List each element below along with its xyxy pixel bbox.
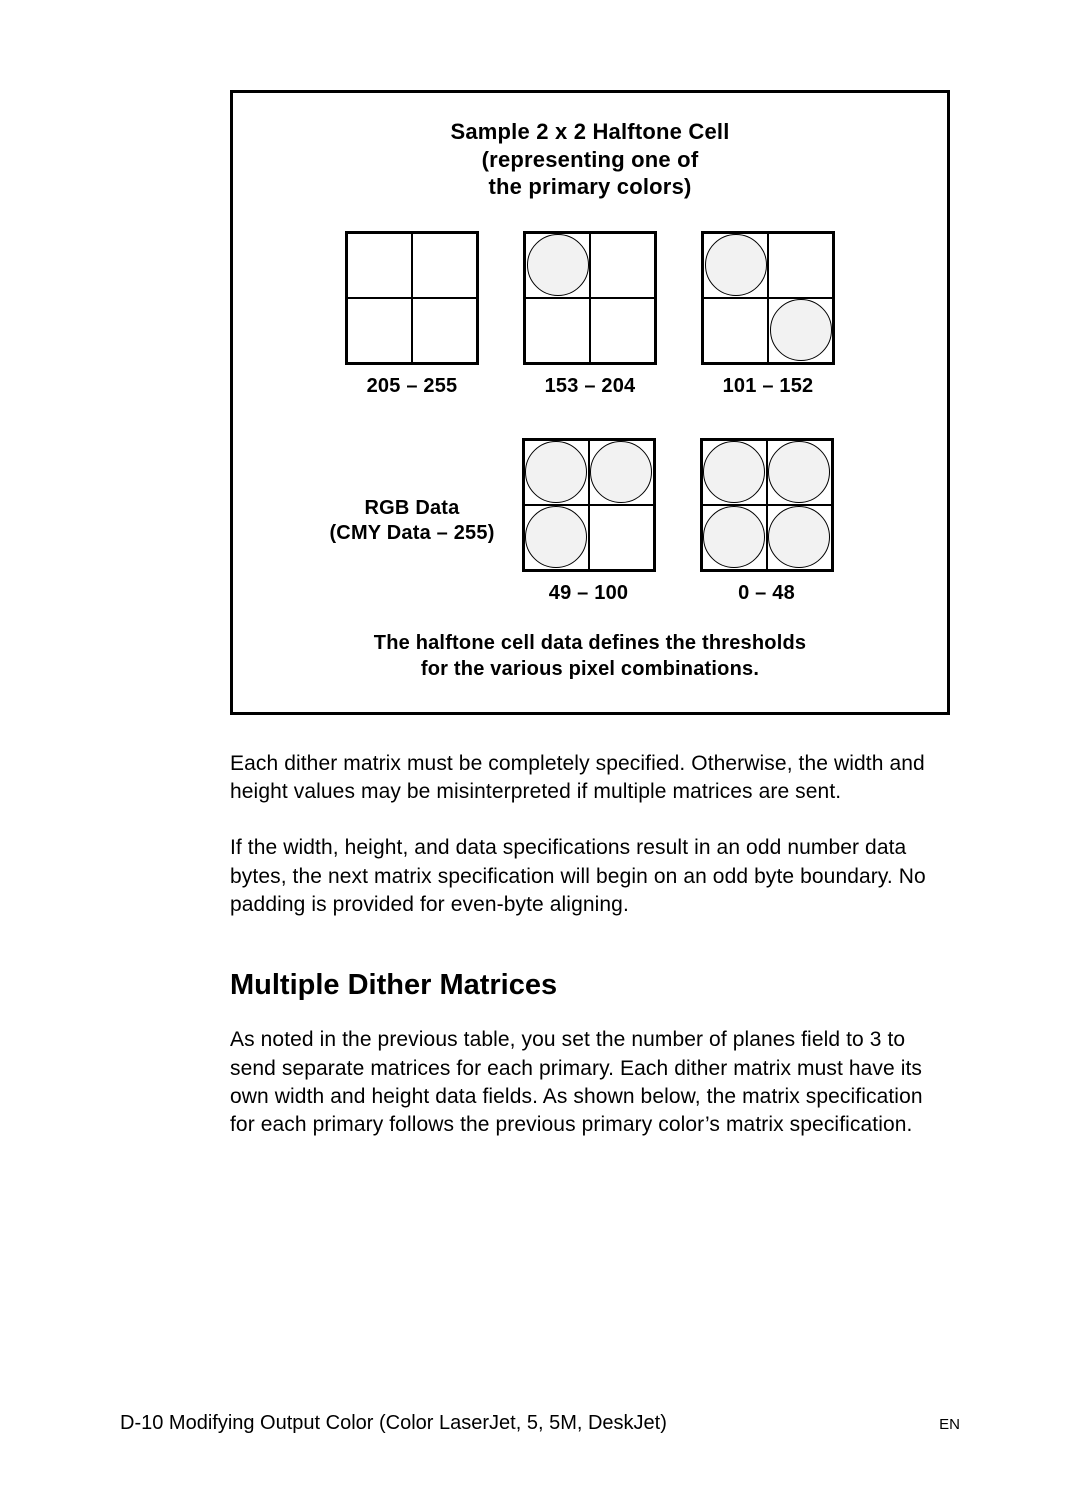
dot-icon — [768, 441, 830, 503]
dot-icon — [768, 506, 830, 568]
cell-2-q1 — [768, 233, 833, 298]
cell-4: 0 – 48 — [700, 438, 834, 605]
footer-left: D-10 Modifying Output Color (Color Laser… — [120, 1412, 667, 1435]
section-heading: Multiple Dither Matrices — [230, 969, 950, 1002]
cell-2: 101 – 152 — [701, 231, 835, 398]
paragraph-3: As noted in the previous table, you set … — [230, 1026, 950, 1139]
dot-icon — [527, 234, 589, 296]
halftone-figure: Sample 2 x 2 Halftone Cell (representing… — [230, 90, 950, 715]
cell-4-q0 — [702, 440, 767, 505]
cell-0-q2 — [347, 298, 412, 363]
paragraph-2: If the width, height, and data specifica… — [230, 834, 950, 919]
cell-1-label: 153 – 204 — [545, 375, 636, 398]
dot-icon — [703, 441, 765, 503]
figure-caption-l1: The halftone cell data defines the thres… — [374, 632, 806, 654]
figure-title-line-2: (representing one of — [482, 147, 699, 172]
cell-3-grid — [522, 438, 656, 572]
cell-3-q3 — [589, 505, 654, 570]
cell-3-q0 — [524, 440, 589, 505]
figure-caption-l2: for the various pixel combinations. — [421, 658, 759, 680]
cell-3: 49 – 100 — [522, 438, 656, 605]
cell-4-grid — [700, 438, 834, 572]
dot-icon — [525, 506, 587, 568]
cell-0-q0 — [347, 233, 412, 298]
cell-1-q2 — [525, 298, 590, 363]
dot-icon — [705, 234, 767, 296]
cell-4-q1 — [767, 440, 832, 505]
cell-3-label: 49 – 100 — [549, 582, 628, 605]
cell-4-label: 0 – 48 — [738, 582, 795, 605]
cell-1: 153 – 204 — [523, 231, 657, 398]
cell-3-q1 — [589, 440, 654, 505]
cell-0-grid — [345, 231, 479, 365]
figure-title-line-3: the primary colors) — [488, 174, 691, 199]
cell-1-q1 — [590, 233, 655, 298]
dot-icon — [525, 441, 587, 503]
content-column: Sample 2 x 2 Halftone Cell (representing… — [230, 90, 950, 1140]
figure-caption: The halftone cell data defines the thres… — [263, 630, 917, 682]
cell-row-1: 205 – 255 153 – 204 101 – 152 — [263, 231, 917, 398]
cell-1-q3 — [590, 298, 655, 363]
cell-1-grid — [523, 231, 657, 365]
cell-2-q0 — [703, 233, 768, 298]
cell-2-label: 101 – 152 — [723, 375, 814, 398]
cell-2-grid — [701, 231, 835, 365]
cell-2-q3 — [768, 298, 833, 363]
dot-icon — [770, 299, 832, 361]
side-label-l1: RGB Data — [365, 497, 460, 519]
side-label-l2: (CMY Data – 255) — [329, 522, 494, 544]
cell-0-q3 — [412, 298, 477, 363]
dot-icon — [590, 441, 652, 503]
cell-4-q3 — [767, 505, 832, 570]
figure-title: Sample 2 x 2 Halftone Cell (representing… — [263, 118, 917, 201]
page-footer: D-10 Modifying Output Color (Color Laser… — [120, 1412, 960, 1435]
cell-row-2: RGB Data (CMY Data – 255) 49 – 100 — [263, 438, 917, 605]
cell-0-label: 205 – 255 — [367, 375, 458, 398]
figure-title-line-1: Sample 2 x 2 Halftone Cell — [450, 119, 729, 144]
cell-0-q1 — [412, 233, 477, 298]
cell-0: 205 – 255 — [345, 231, 479, 398]
cell-1-q0 — [525, 233, 590, 298]
footer-right: EN — [939, 1416, 960, 1433]
cell-4-q2 — [702, 505, 767, 570]
dot-icon — [703, 506, 765, 568]
cell-2-q2 — [703, 298, 768, 363]
cell-3-q2 — [524, 505, 589, 570]
paragraph-1: Each dither matrix must be completely sp… — [230, 750, 950, 807]
side-label: RGB Data (CMY Data – 255) — [325, 496, 500, 546]
